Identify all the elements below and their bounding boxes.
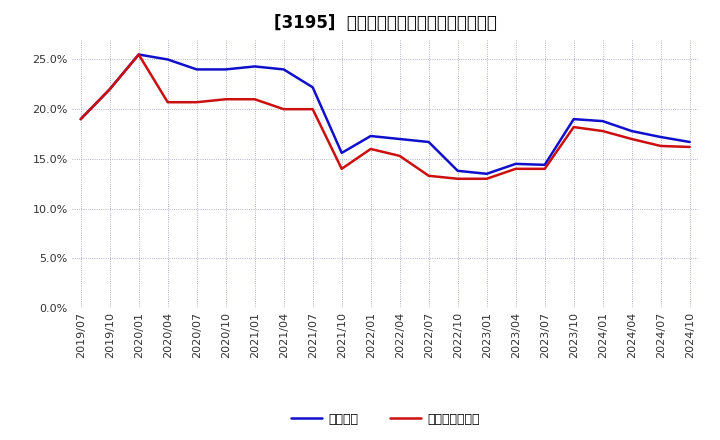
固定比率: [221, 67, 230, 72]
固定比率: [135, 52, 143, 57]
固定長期適合率: [279, 106, 288, 112]
固定長期適合率: [366, 147, 375, 152]
固定比率: [424, 139, 433, 145]
固定比率: [105, 87, 114, 92]
Line: 固定比率: 固定比率: [81, 55, 690, 174]
固定長期適合率: [221, 97, 230, 102]
固定長期適合率: [395, 153, 404, 158]
固定長期適合率: [627, 136, 636, 142]
Legend: 固定比率, 固定長期適合率: 固定比率, 固定長期適合率: [286, 408, 485, 431]
固定比率: [163, 57, 172, 62]
固定比率: [541, 162, 549, 168]
固定長期適合率: [454, 176, 462, 181]
固定長期適合率: [657, 143, 665, 149]
固定長期適合率: [338, 166, 346, 172]
固定長期適合率: [163, 99, 172, 105]
固定長期適合率: [541, 166, 549, 172]
固定長期適合率: [685, 144, 694, 150]
固定比率: [598, 118, 607, 124]
固定比率: [511, 161, 520, 166]
固定長期適合率: [76, 117, 85, 122]
固定長期適合率: [482, 176, 491, 181]
固定比率: [192, 67, 201, 72]
固定比率: [685, 139, 694, 145]
Title: [3195]  固定比率、固定長期適合率の推移: [3195] 固定比率、固定長期適合率の推移: [274, 15, 497, 33]
固定長期適合率: [511, 166, 520, 172]
固定長期適合率: [308, 106, 317, 112]
固定長期適合率: [192, 99, 201, 105]
固定比率: [570, 117, 578, 122]
Line: 固定長期適合率: 固定長期適合率: [81, 55, 690, 179]
固定比率: [657, 134, 665, 139]
固定比率: [279, 67, 288, 72]
固定長期適合率: [424, 173, 433, 179]
固定比率: [251, 64, 259, 69]
固定比率: [627, 128, 636, 134]
固定長期適合率: [570, 125, 578, 130]
固定比率: [482, 171, 491, 176]
固定長期適合率: [135, 52, 143, 57]
固定比率: [395, 136, 404, 142]
固定長期適合率: [251, 97, 259, 102]
固定長期適合率: [598, 128, 607, 134]
固定比率: [366, 133, 375, 139]
固定比率: [308, 84, 317, 90]
固定比率: [454, 168, 462, 173]
固定長期適合率: [105, 87, 114, 92]
固定比率: [338, 150, 346, 156]
固定比率: [76, 117, 85, 122]
